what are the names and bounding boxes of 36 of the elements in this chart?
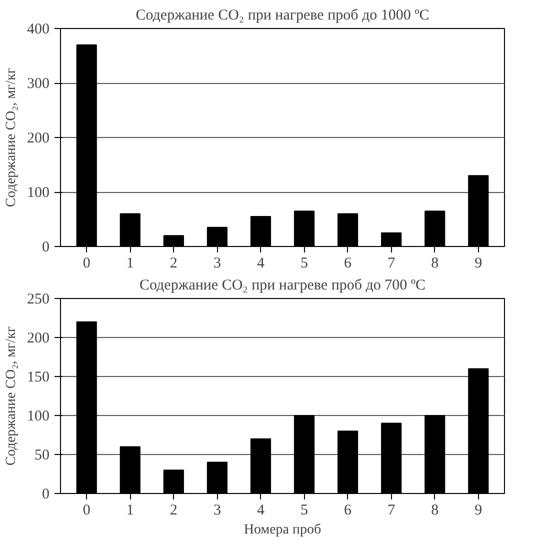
x-tick-label: 0 bbox=[82, 256, 90, 272]
chart-title: Содержание CO₂ при нагреве проб до 700 ºC bbox=[139, 278, 426, 294]
x-tick-label: 6 bbox=[344, 502, 352, 518]
y-tick-label: 200 bbox=[27, 130, 50, 146]
y-tick-label: 0 bbox=[42, 486, 50, 502]
y-tick-label: 100 bbox=[27, 408, 50, 424]
x-tick-label: 2 bbox=[170, 502, 178, 518]
x-tick-label: 7 bbox=[388, 502, 396, 518]
x-tick-label: 6 bbox=[344, 256, 352, 272]
x-tick-label: 0 bbox=[82, 502, 90, 518]
y-tick-label: 200 bbox=[27, 330, 50, 346]
x-tick-label: 8 bbox=[431, 256, 439, 272]
x-tick-label: 3 bbox=[213, 502, 221, 518]
chart-title: Содержание CO₂ при нагреве проб до 1000 ºC bbox=[136, 8, 430, 24]
y-tick-label: 50 bbox=[34, 448, 50, 464]
x-tick-label: 4 bbox=[256, 502, 265, 518]
y-tick-label: 400 bbox=[27, 22, 50, 38]
x-axis-title: Номера проб bbox=[244, 522, 322, 538]
x-tick-label: 3 bbox=[213, 256, 221, 272]
x-tick-label: 1 bbox=[126, 256, 134, 272]
x-tick-label: 5 bbox=[300, 502, 308, 518]
y-axis-title: Содержание CO₂, мг/кг bbox=[4, 326, 19, 466]
x-tick-label: 9 bbox=[474, 502, 482, 518]
x-tick-label: 2 bbox=[170, 256, 178, 272]
y-tick-label: 150 bbox=[27, 370, 50, 386]
x-tick-label: 1 bbox=[126, 502, 134, 518]
y-tick-label: 300 bbox=[27, 76, 50, 92]
x-tick-label: 5 bbox=[300, 256, 308, 272]
y-tick-label: 0 bbox=[42, 240, 50, 256]
x-tick-label: 7 bbox=[388, 256, 396, 272]
y-tick-label: 250 bbox=[27, 292, 50, 308]
x-tick-label: 8 bbox=[431, 502, 439, 518]
y-axis-title: Содержание CO₂, мг/кг bbox=[4, 68, 19, 208]
y-tick-label: 100 bbox=[27, 185, 50, 201]
x-tick-label: 4 bbox=[256, 256, 265, 272]
x-tick-label: 9 bbox=[474, 256, 482, 272]
